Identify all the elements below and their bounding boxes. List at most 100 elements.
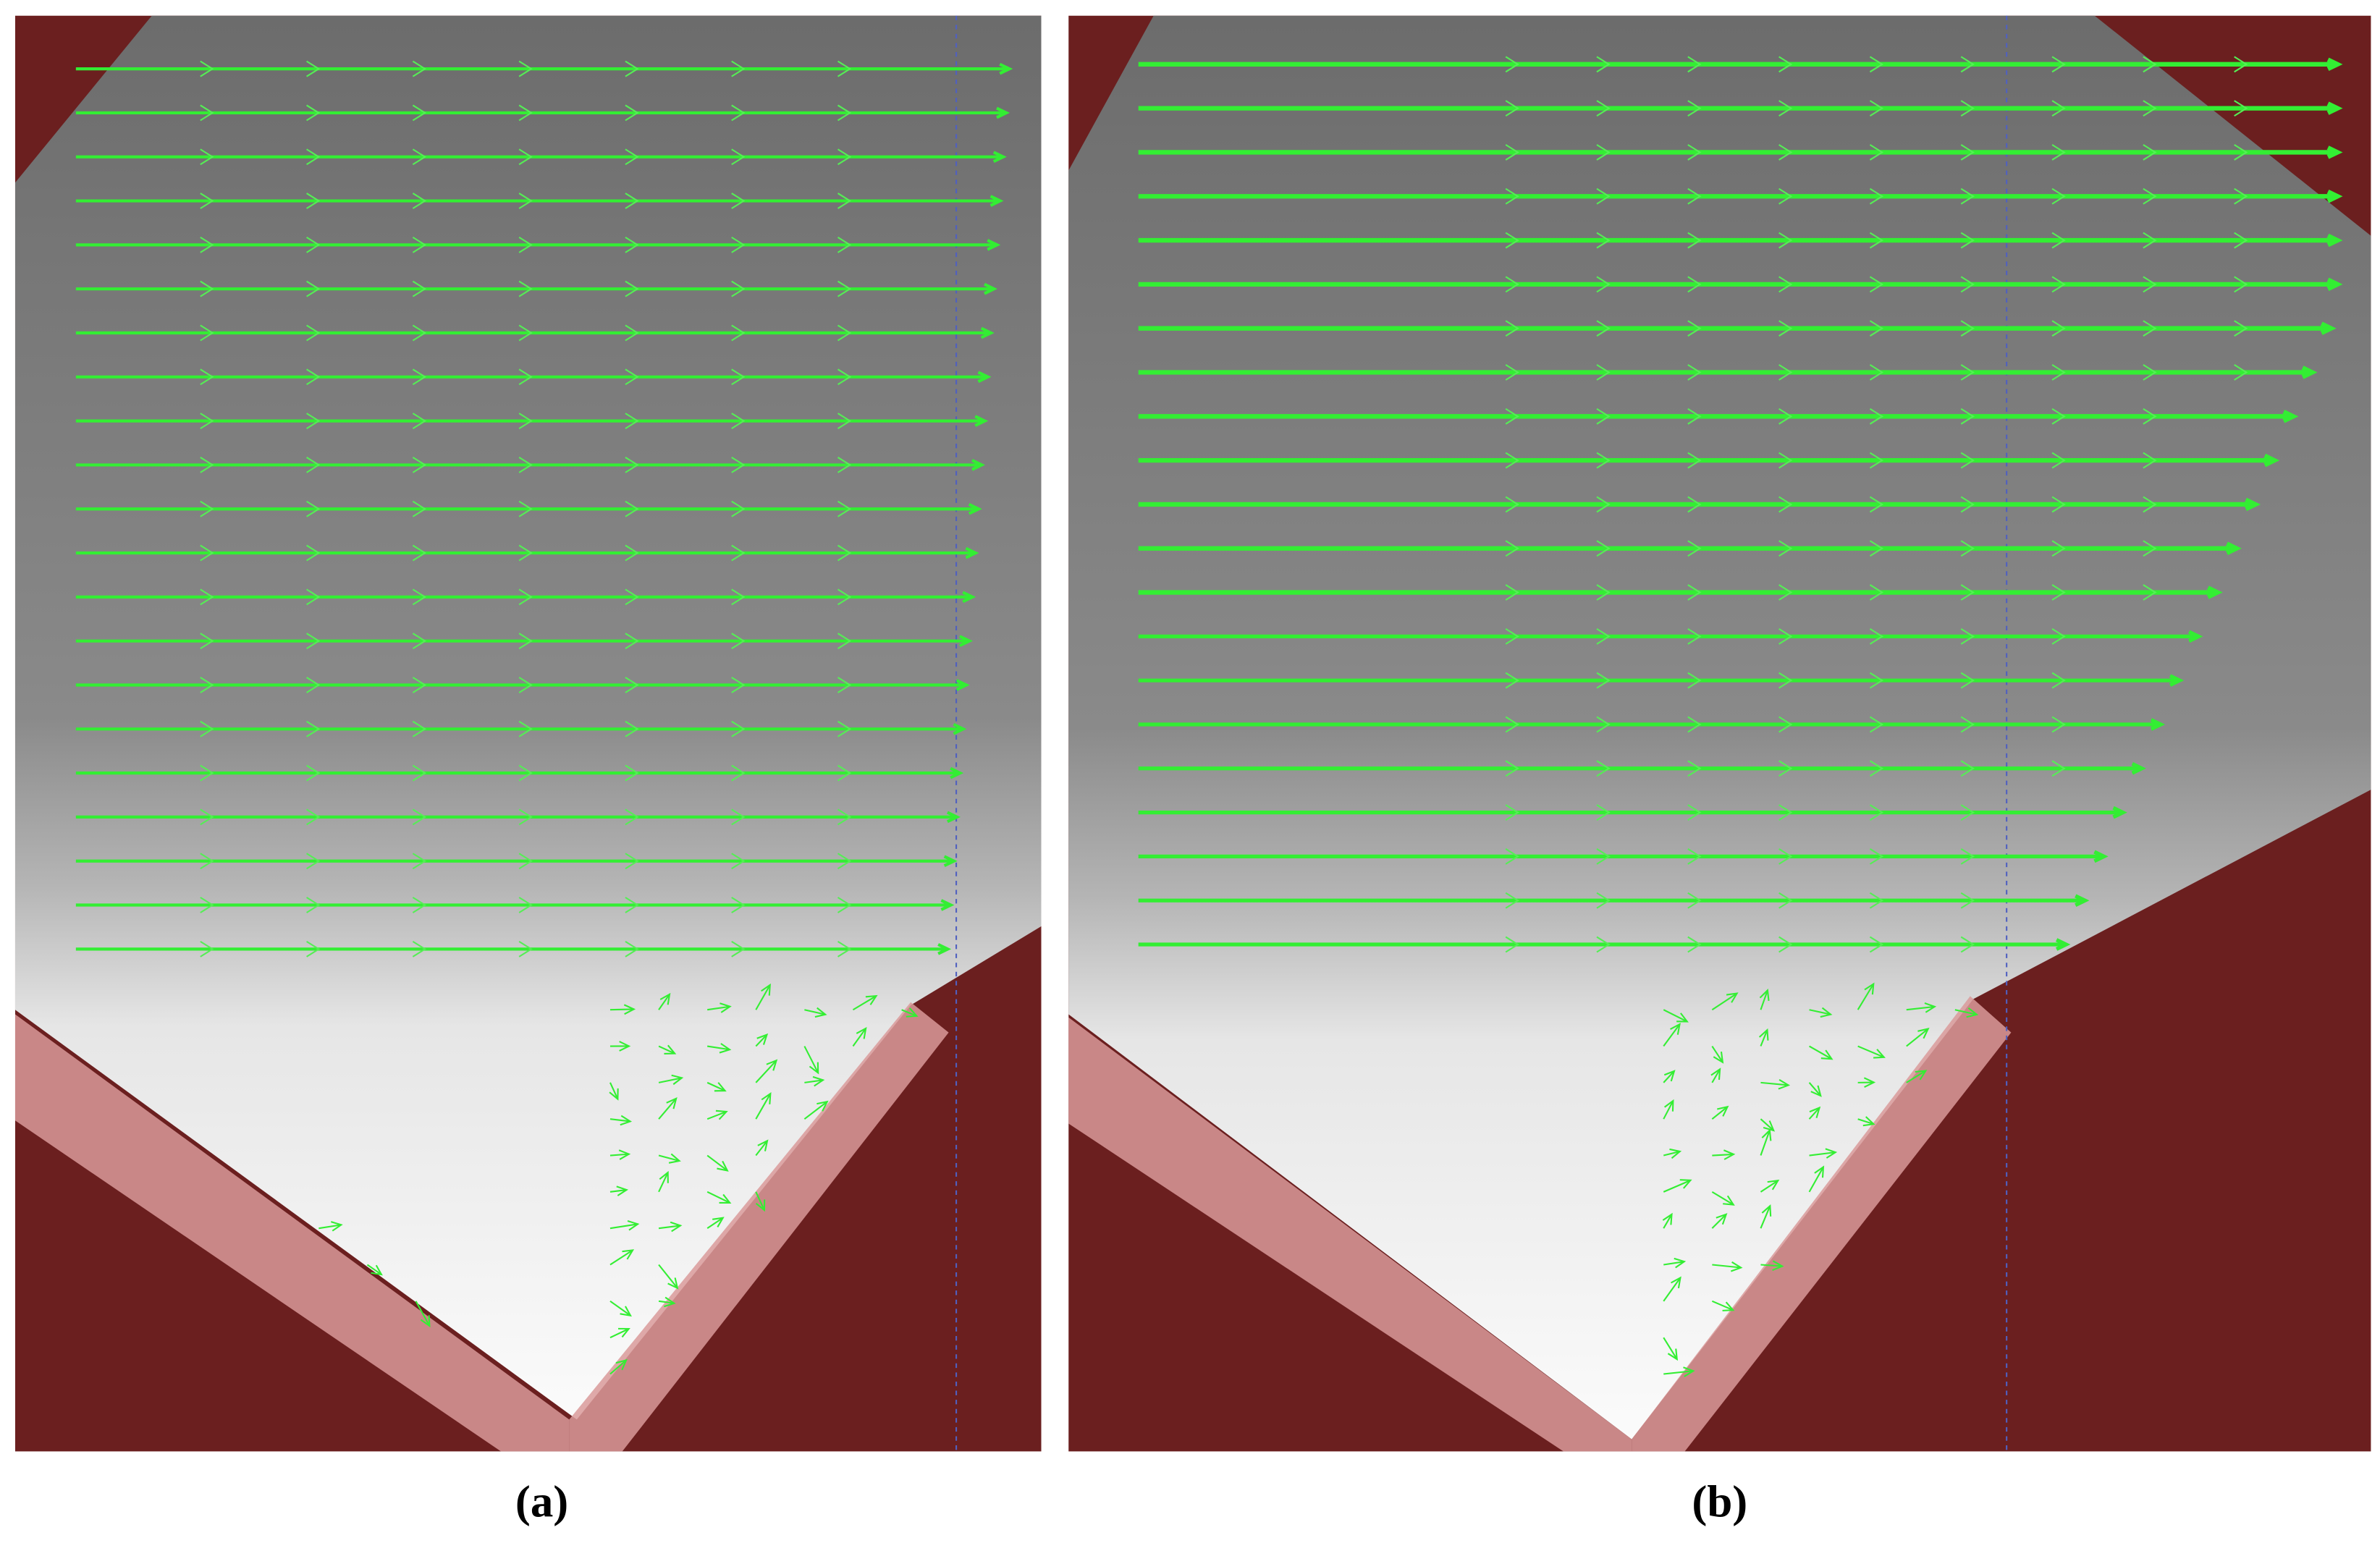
vector-head (1960, 320, 1975, 337)
vector-head (1596, 496, 1611, 513)
wall-left (14, 1014, 570, 1452)
vector-head (1596, 760, 1611, 777)
vector-head (1726, 992, 1739, 1003)
vector-head (615, 1358, 628, 1371)
vector-head (625, 720, 639, 737)
vector-head (837, 413, 852, 429)
vector-head (200, 500, 214, 517)
vector-head (1778, 187, 1793, 205)
vector-head (837, 720, 852, 737)
vector-head (837, 897, 852, 913)
vector-head (837, 457, 852, 473)
vector-head (2143, 496, 2157, 513)
vector-head (664, 1296, 676, 1308)
vector-head (412, 413, 427, 429)
vector-head (1505, 144, 1519, 161)
vector-head (1869, 627, 1884, 645)
vector-head (2093, 850, 2109, 863)
vector-head (1960, 672, 1975, 689)
vector (1809, 1045, 1833, 1060)
vector (658, 1098, 677, 1120)
vector (755, 1093, 772, 1120)
vector-head (2143, 276, 2157, 293)
vector-head (412, 588, 427, 606)
vector-head (1670, 1023, 1681, 1035)
vector-head (1687, 364, 1702, 381)
vector (755, 1033, 768, 1047)
vector-head (1596, 936, 1611, 953)
vector-head (731, 193, 746, 209)
vector-head (1960, 407, 1975, 425)
vector-head (731, 236, 746, 253)
vector-head (2051, 407, 2066, 425)
vector-head (2051, 540, 2066, 557)
vector-head (306, 193, 321, 209)
vector-head (1960, 144, 1975, 161)
wall-right (569, 1002, 949, 1452)
vector-head (306, 148, 321, 166)
vector-head (306, 853, 321, 870)
vector-head (518, 368, 533, 386)
vector-head (2131, 762, 2146, 775)
vector (803, 1046, 819, 1073)
vector-head (659, 992, 671, 1005)
vector-head (1687, 892, 1702, 909)
vector-head (518, 148, 533, 166)
vector (1663, 1023, 1681, 1047)
vector-head (1687, 100, 1702, 117)
vector-head (518, 588, 533, 606)
vector-head (306, 544, 321, 562)
vector (658, 1077, 683, 1083)
vector-head (412, 324, 427, 342)
vector-head (953, 723, 967, 735)
vector-head (1671, 1276, 1681, 1289)
vector-head (1663, 1099, 1674, 1112)
vector-head (955, 679, 970, 691)
vector-head (1596, 144, 1611, 161)
vector-head (1778, 627, 1793, 645)
vector (1906, 1005, 1935, 1011)
vector-head (837, 324, 852, 342)
vector-head (1596, 540, 1611, 557)
vector-head (620, 1306, 632, 1317)
vector-head (2051, 672, 2066, 689)
vector (852, 1028, 866, 1047)
vector-head (2301, 365, 2318, 379)
vector-head (625, 764, 639, 782)
vector-head (1505, 892, 1519, 909)
vector-head (996, 106, 1010, 119)
vector-head (971, 459, 985, 471)
vector-head (1505, 452, 1519, 469)
vector (1906, 1070, 1926, 1083)
vector-head (306, 588, 321, 606)
vector-head (837, 500, 852, 517)
vector-head (1505, 320, 1519, 337)
vector-head (518, 808, 533, 826)
vector-head (609, 1088, 619, 1101)
vector-head (714, 1082, 727, 1092)
vector-head (731, 677, 746, 693)
vector-head (731, 500, 746, 517)
vector-head (1596, 56, 1611, 73)
vector-head (1687, 804, 1702, 821)
vector-head (1869, 672, 1884, 689)
vector-head (306, 457, 321, 473)
vector-head (1687, 584, 1702, 601)
vector-head (1669, 1148, 1682, 1159)
vector-head (306, 368, 321, 386)
vector-head (1687, 760, 1702, 777)
vector-head (625, 104, 639, 122)
vector (1857, 983, 1875, 1010)
vector (755, 1060, 777, 1083)
vector-head (1722, 1301, 1735, 1311)
vector-head (1960, 452, 1975, 469)
vector (609, 1188, 627, 1193)
vector-head (1917, 1028, 1930, 1039)
vector-head (1505, 276, 1519, 293)
vector-head (2051, 584, 2066, 601)
vector-head (518, 720, 533, 737)
vector-head (1763, 1120, 1776, 1132)
vector-head (1505, 56, 1519, 73)
vector-head (664, 1044, 677, 1055)
vector-head (306, 940, 321, 957)
